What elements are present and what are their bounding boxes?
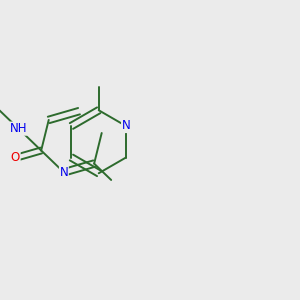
- Text: O: O: [11, 152, 20, 164]
- Text: NH: NH: [10, 122, 27, 135]
- Text: N: N: [59, 166, 68, 179]
- Text: N: N: [122, 119, 130, 133]
